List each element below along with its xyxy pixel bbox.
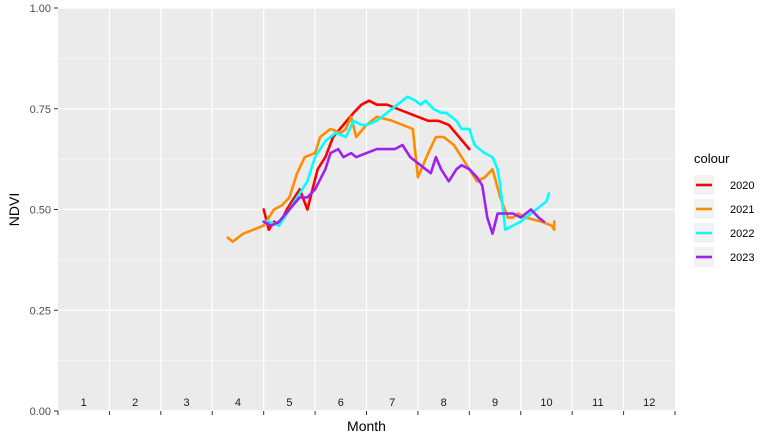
- month-label-11: 11: [592, 397, 603, 409]
- y-tick-label: 0.25: [30, 305, 51, 317]
- y-axis: 0.00 0.25 0.50 0.75 1.00: [30, 3, 58, 418]
- y-tick-label: 1.00: [30, 3, 51, 15]
- month-label-1: 1: [81, 397, 87, 409]
- series-line-2021: [226, 115, 556, 243]
- series-line-2023: [262, 143, 546, 235]
- month-label-2: 2: [132, 397, 138, 409]
- series-line-2020: [262, 99, 471, 231]
- month-label-3: 3: [183, 397, 189, 409]
- series-line-2022: [262, 95, 551, 231]
- month-label-12: 12: [643, 397, 655, 409]
- x-axis: [57, 411, 676, 415]
- month-label-9: 9: [492, 397, 498, 409]
- legend: colour 2020 2021 2022 2023: [694, 151, 754, 267]
- y-tick-label: 0.75: [30, 104, 51, 116]
- x-axis-title: Month: [347, 418, 386, 434]
- month-labels: 1 2 3 4 5 6 7 8 9 10 11 12: [81, 397, 656, 409]
- legend-label-2021: 2021: [730, 204, 754, 216]
- legend-label-2023: 2023: [730, 252, 754, 264]
- y-tick-label: 0.50: [30, 205, 51, 217]
- series-lines: [226, 95, 556, 243]
- month-label-5: 5: [286, 397, 292, 409]
- month-label-6: 6: [338, 397, 344, 409]
- y-tick-label: 0.00: [30, 406, 51, 418]
- grid-major: [58, 7, 675, 412]
- legend-label-2020: 2020: [730, 180, 754, 192]
- month-label-7: 7: [389, 397, 395, 409]
- month-label-10: 10: [540, 397, 552, 409]
- y-axis-title: NDVI: [6, 193, 22, 226]
- legend-label-2022: 2022: [730, 228, 754, 240]
- month-label-8: 8: [441, 397, 447, 409]
- month-label-4: 4: [235, 397, 241, 409]
- legend-title: colour: [694, 151, 730, 166]
